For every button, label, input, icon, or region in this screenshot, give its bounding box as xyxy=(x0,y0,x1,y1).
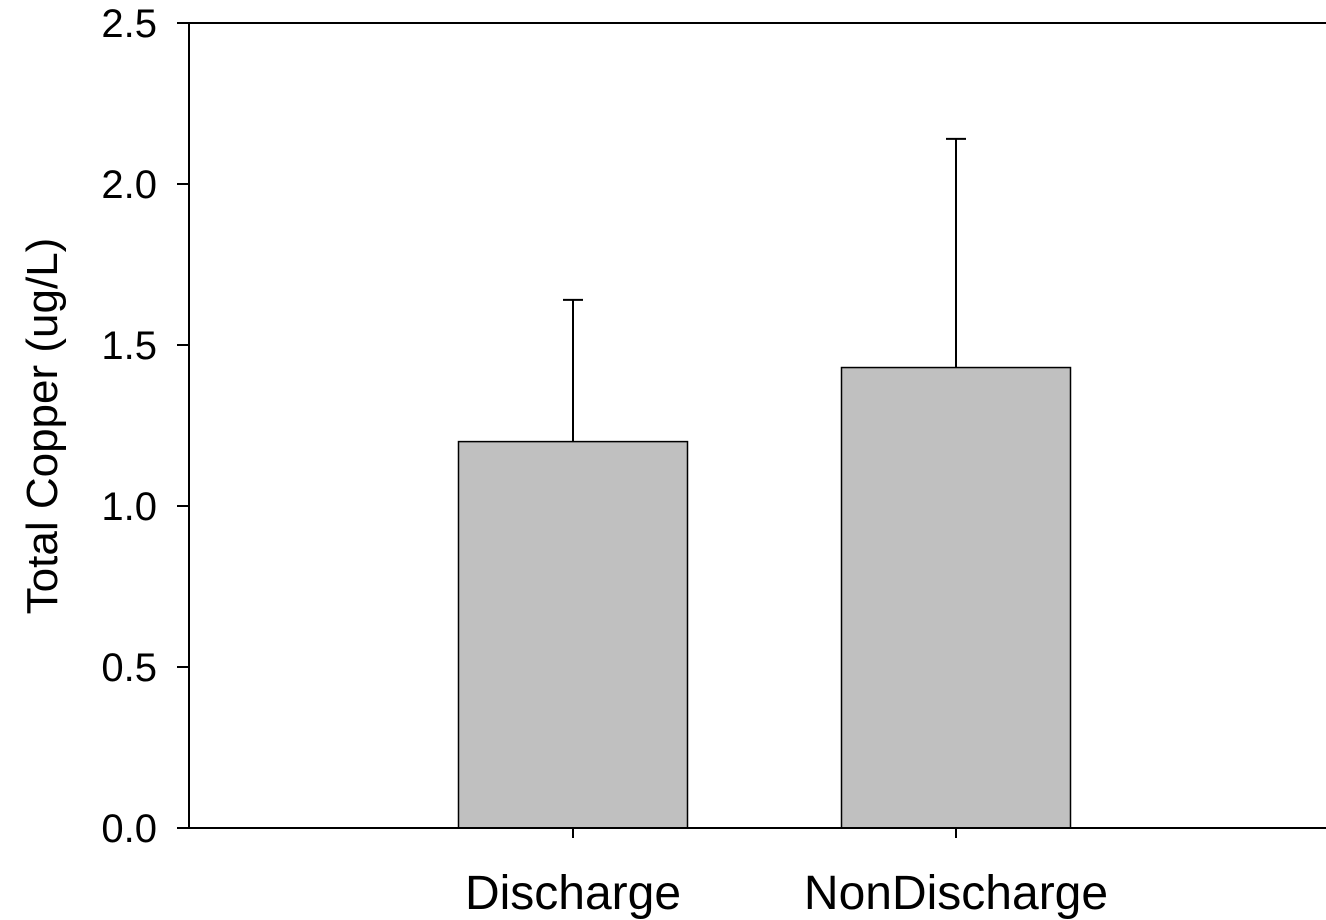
y-axis-label: Total Copper (ug/L) xyxy=(18,238,67,615)
x-ticks-group: Discharge NonDischarge xyxy=(465,828,1108,920)
bars-group xyxy=(457,366,1072,829)
bar-nondischarge xyxy=(840,366,1072,829)
y-tick-label: 2.0 xyxy=(101,163,157,207)
y-tick-label: 1.5 xyxy=(101,324,157,368)
bar-discharge xyxy=(457,440,689,829)
x-tick-label-discharge: Discharge xyxy=(465,867,681,920)
y-tick-label: 0.0 xyxy=(101,807,157,851)
x-tick-label-nondischarge: NonDischarge xyxy=(804,867,1108,920)
error-bars-group xyxy=(563,137,966,442)
y-tick-label: 1.0 xyxy=(101,485,157,529)
y-tick-label: 0.5 xyxy=(101,646,157,690)
y-tick-label: 2.5 xyxy=(101,2,157,46)
y-ticks-group: 0.0 0.5 1.0 1.5 2.0 2.5 xyxy=(101,2,189,851)
